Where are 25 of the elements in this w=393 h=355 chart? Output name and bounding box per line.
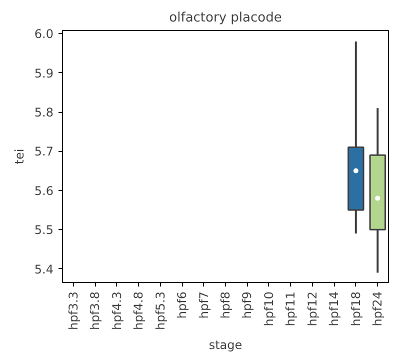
y-tick-label: 5.6 — [34, 184, 54, 198]
x-tick-label: hpf11 — [284, 292, 298, 326]
y-axis-title: tei — [12, 148, 26, 164]
x-tick-label: hpf4.8 — [132, 292, 146, 330]
x-tick-label: hpf18 — [348, 292, 363, 326]
x-tick-label: hpf4.3 — [110, 292, 124, 330]
y-tick-label: 5.8 — [34, 106, 54, 120]
x-tick-label: hpf9 — [240, 291, 254, 319]
chart-title: olfactory placode — [169, 10, 282, 26]
x-tick-label: hpf6 — [175, 291, 190, 319]
x-tick-label: hpf3.3 — [66, 292, 80, 330]
x-tick-label: hpf8 — [218, 291, 232, 319]
x-tick-label: hpf5.3 — [153, 292, 168, 330]
x-tick-label: hpf14 — [327, 292, 342, 326]
y-tick-label: 5.5 — [34, 223, 54, 238]
x-tick-label: hpf10 — [262, 292, 276, 326]
x-tick-label: hpf12 — [305, 292, 320, 326]
y-tick-label: 5.7 — [34, 144, 54, 159]
y-tick-label: 6.0 — [34, 27, 54, 42]
y-tick-label: 5.4 — [34, 262, 54, 276]
y-tick-label: 5.9 — [34, 66, 54, 80]
x-tick-label: hpf3.8 — [88, 292, 102, 330]
x-tick-label: hpf7 — [196, 291, 211, 319]
x-tick-label: hpf24 — [370, 292, 385, 326]
x-axis-title: stage — [208, 338, 242, 352]
